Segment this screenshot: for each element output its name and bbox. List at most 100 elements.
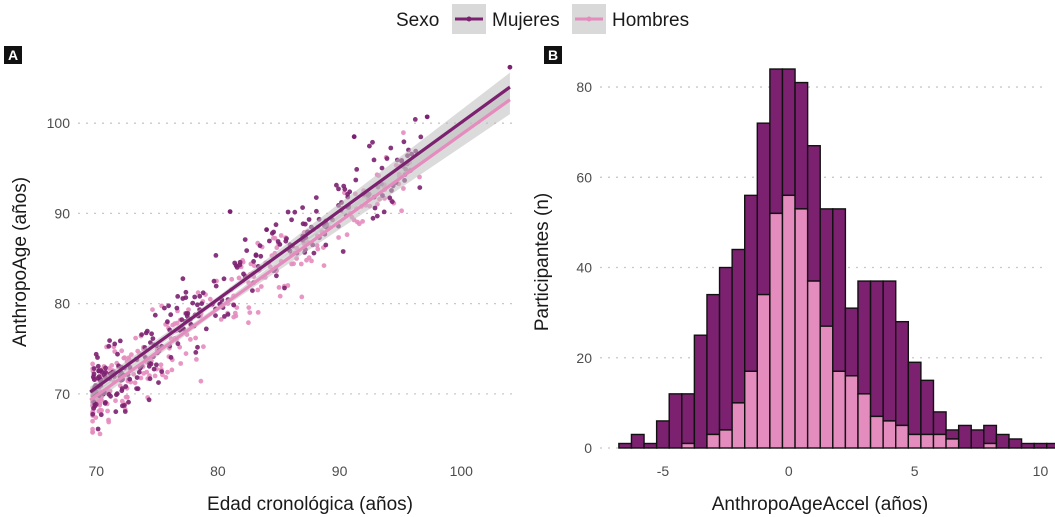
histogram-bar-mujeres [769,68,784,215]
histogram-bar-mujeres [1008,438,1023,449]
scatter-point-hombres [183,351,189,356]
histogram-bar-hombres [945,438,960,449]
scatter-point-mujeres [412,117,418,122]
scatter-point-hombres [90,418,95,424]
histogram-bar-mujeres [706,293,721,436]
scatter-point-mujeres [221,276,227,282]
panel-a-y-tick-label: 80 [54,296,70,312]
scatter-point-hombres [360,219,365,224]
scatter-point-mujeres [103,365,108,371]
panel-b-x-tick-label: 10 [1033,463,1049,479]
scatter-point-mujeres [114,392,119,398]
histogram-bar-mujeres [857,280,872,395]
scatter-point-hombres [132,380,138,386]
scatter-point-mujeres [190,300,196,306]
scatter-point-mujeres [98,412,104,418]
panel-b-y-tick-label: 20 [576,350,592,366]
histogram-bar-mujeres [844,307,859,377]
scatter-point-hombres [321,263,327,268]
scatter-point-mujeres [183,289,189,295]
panel-a-x-axis-title: Edad cronológica (años) [207,494,413,515]
panel-b-y-tick-label: 40 [576,260,592,276]
scatter-point-mujeres [200,290,206,296]
panel-b-x-axis-title: AnthropoAgeAccel (años) [712,494,929,515]
histogram-bar-mujeres [1033,442,1048,449]
scatter-point-mujeres [225,312,231,317]
scatter-point-mujeres [122,403,127,408]
histogram-bar-mujeres [681,393,696,445]
panel-a-y-tick-label: 90 [54,205,70,221]
histogram-bar-mujeres [945,429,960,440]
scatter-point-hombres [291,261,296,267]
histogram-bar-mujeres [781,68,796,197]
scatter-point-hombres [188,337,193,342]
scatter-point-hombres [106,419,112,425]
scatter-point-mujeres [108,393,113,399]
scatter-point-mujeres [388,145,394,151]
scatter-point-hombres [272,235,278,241]
panel-b-bars [618,68,1055,449]
histogram-bar-mujeres [794,81,809,210]
histogram-bar-hombres [832,370,847,449]
panel-a: A 70 80 90 100 70 80 90 100 Edad cronológica (… [4,46,516,515]
scatter-point-hombres [195,290,201,296]
scatter-point-mujeres [91,366,97,371]
scatter-point-mujeres [273,222,279,228]
histogram-bar-mujeres [832,208,847,373]
scatter-point-hombres [97,400,103,406]
scatter-point-mujeres [275,239,281,244]
scatter-point-mujeres [232,260,238,266]
scatter-point-hombres [236,275,242,281]
histogram-bar-mujeres [655,420,670,449]
scatter-point-mujeres [195,344,200,350]
histogram-bar-hombres [769,212,784,449]
scatter-point-mujeres [91,377,97,382]
scatter-point-mujeres [192,294,198,300]
legend: Sexo Mujeres Hombres [396,4,689,34]
histogram-bar-hombres [731,402,746,449]
scatter-point-hombres [138,375,144,381]
scatter-point-hombres [299,294,305,300]
scatter-point-mujeres [149,331,155,337]
scatter-point-mujeres [117,338,123,344]
legend-label-mujeres: Mujeres [492,10,560,31]
panel-b-y-ticks: 0 20 40 60 80 [576,79,592,456]
histogram-bar-mujeres [932,411,947,436]
scatter-point-mujeres [126,399,131,405]
scatter-point-mujeres [507,64,513,70]
scatter-point-hombres [201,344,206,350]
scatter-point-hombres [274,245,280,251]
scatter-point-hombres [344,232,350,238]
scatter-point-hombres [133,335,139,341]
panel-a-label-box [4,46,22,64]
scatter-point-mujeres [139,332,145,337]
scatter-point-mujeres [96,374,102,379]
scatter-point-mujeres [264,227,269,233]
scatter-point-mujeres [387,195,393,201]
scatter-point-mujeres [234,265,240,270]
histogram-bar-mujeres [895,320,910,427]
scatter-point-mujeres [127,376,133,382]
histogram-bar-mujeres [907,361,922,436]
histogram-bar-mujeres [618,442,633,449]
scatter-point-mujeres [95,426,101,432]
histogram-bar-hombres [718,429,733,449]
scatter-point-mujeres [112,341,118,347]
scatter-point-hombres [336,235,341,240]
scatter-point-mujeres [424,114,430,120]
scatter-point-mujeres [334,182,339,188]
scatter-point-hombres [315,246,321,252]
scatter-point-mujeres [389,199,395,205]
scatter-point-mujeres [244,248,250,254]
scatter-point-mujeres [384,156,390,161]
histogram-bar-mujeres [920,379,935,436]
panel-a-x-tick-label: 90 [332,463,348,479]
scatter-point-hombres [144,369,150,375]
histogram-bar-mujeres [957,424,972,449]
panel-b-y-axis-title: Participantes (n) [532,193,553,331]
histogram-bar-mujeres [806,145,821,282]
scatter-point-hombres [165,369,170,375]
histogram-bar-hombres [857,393,872,449]
panel-b: B 0 20 40 60 80 -5 0 5 10 AnthropoAgeAccel (año… [532,46,1055,515]
